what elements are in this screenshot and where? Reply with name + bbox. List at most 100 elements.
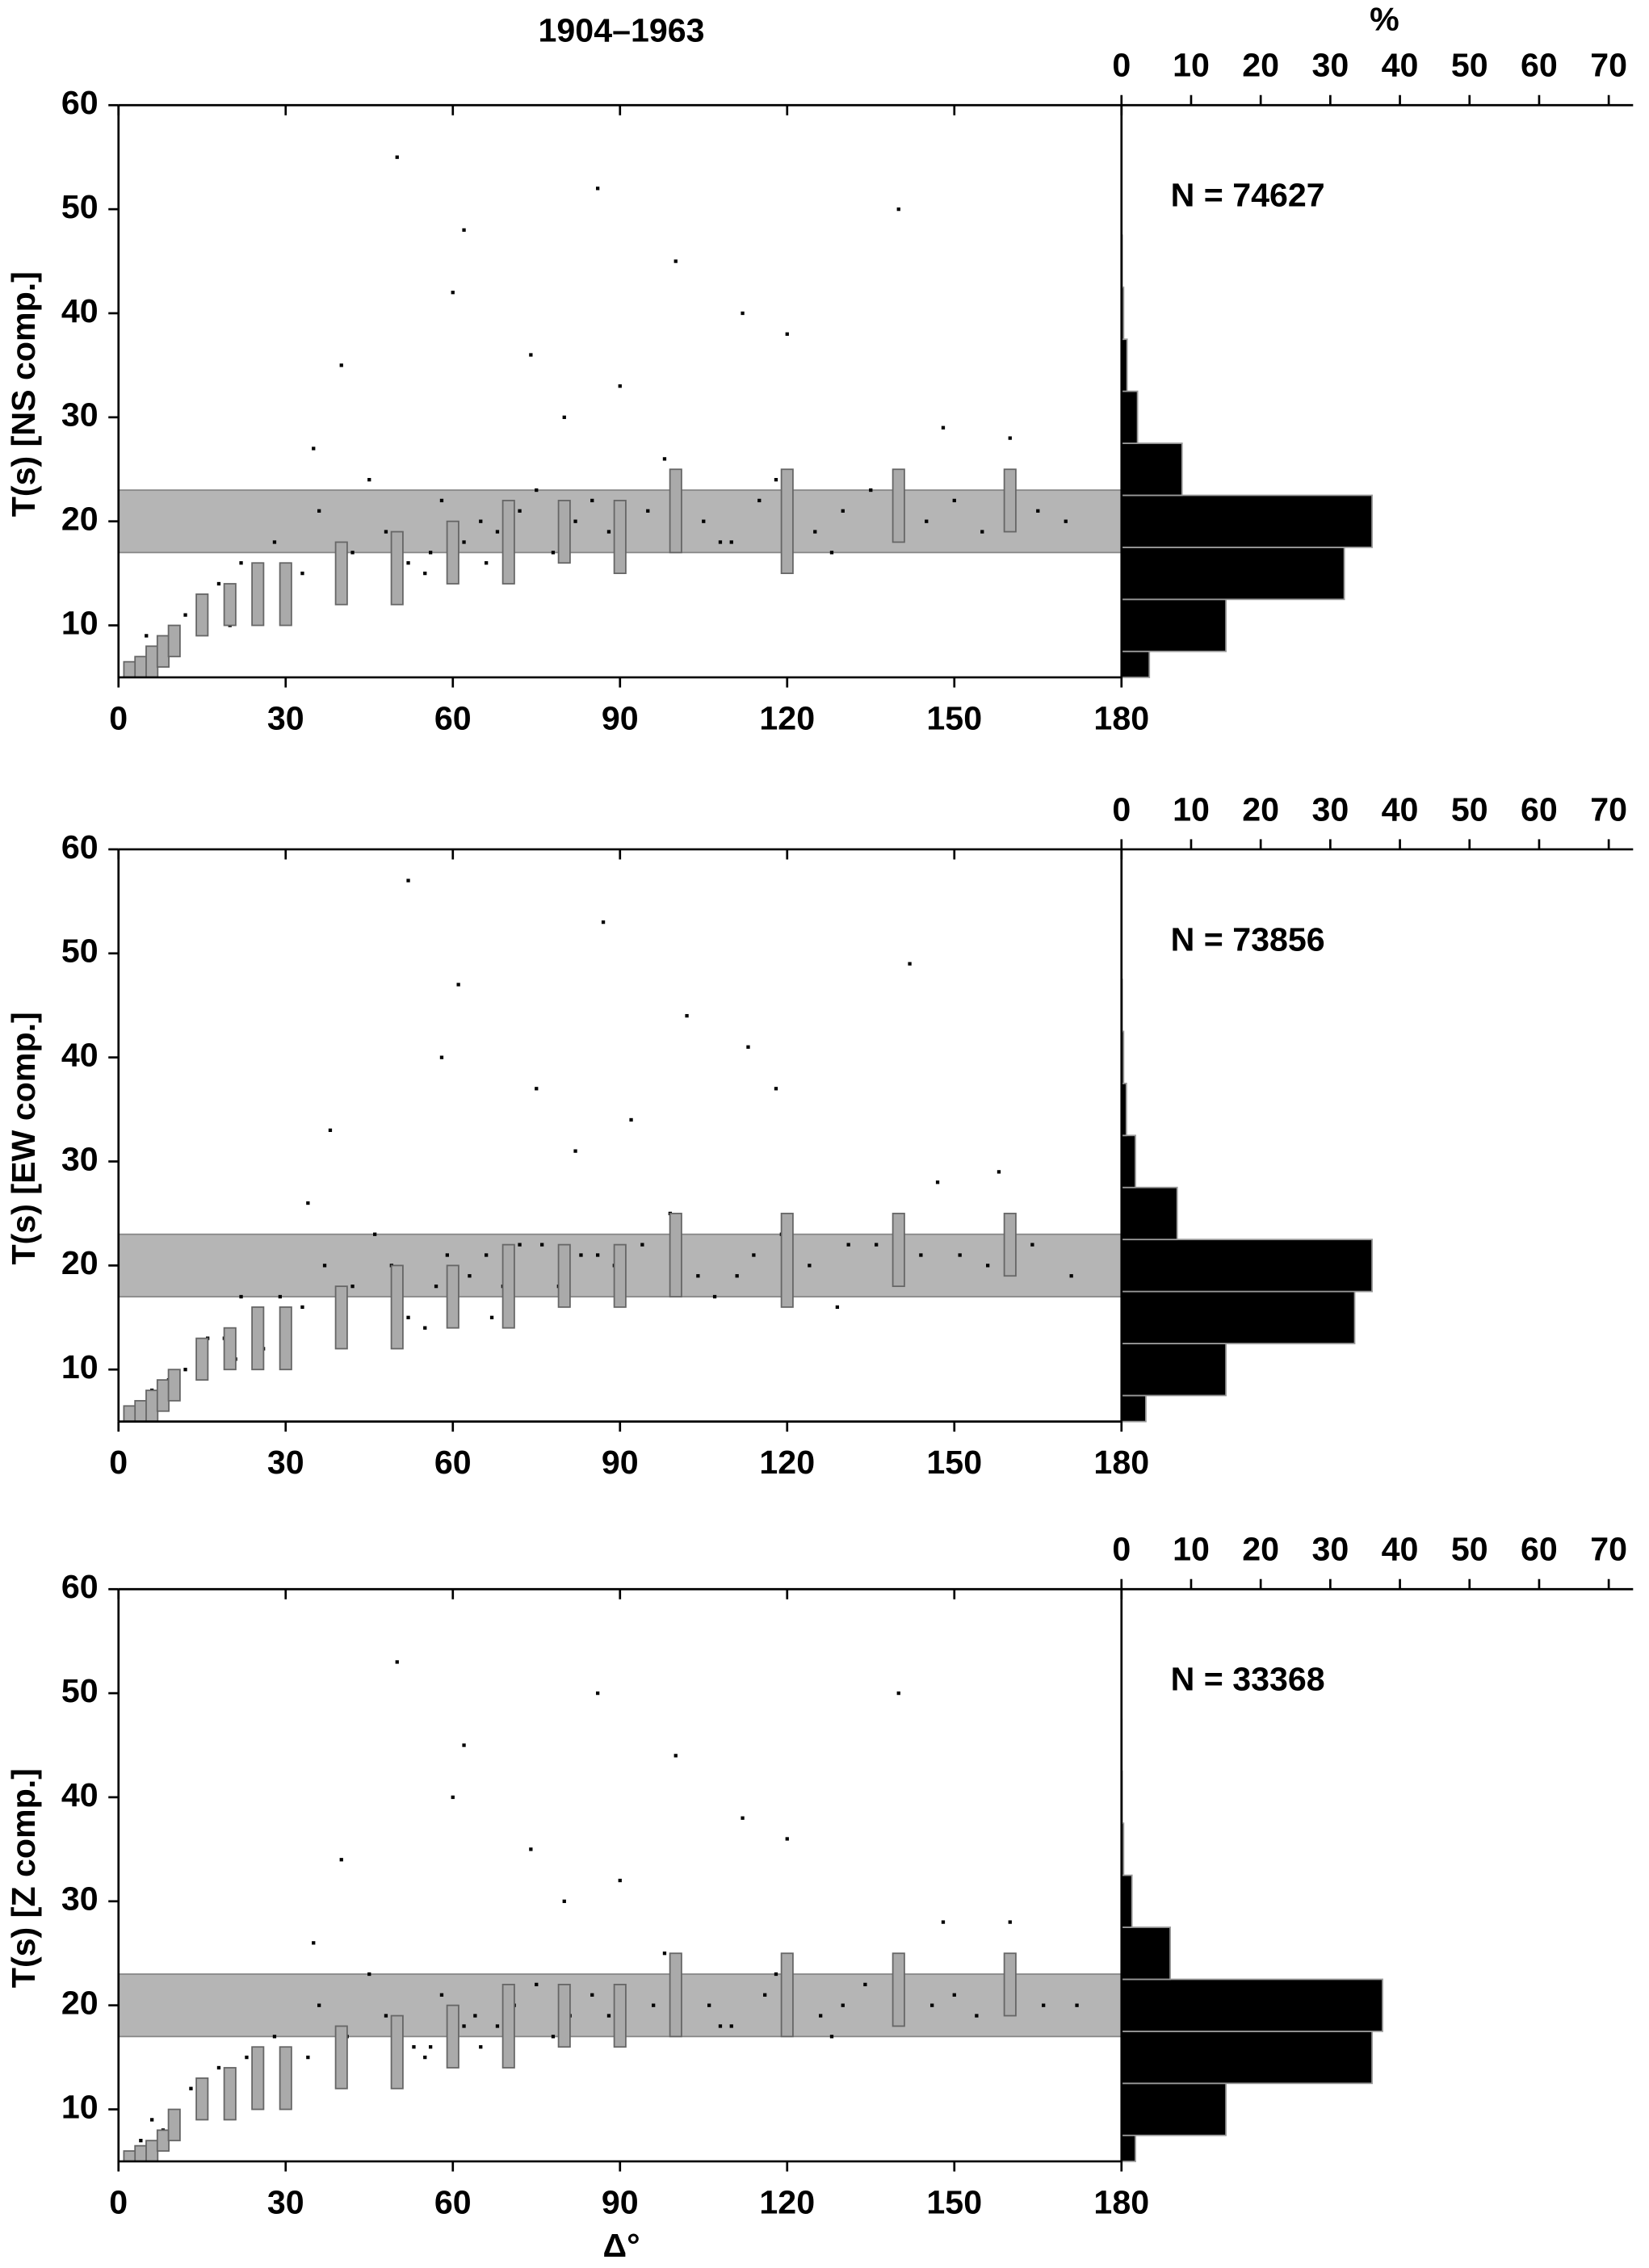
- histogram-tick-label: 70: [1590, 790, 1627, 828]
- point: [935, 1180, 940, 1184]
- point: [239, 561, 243, 565]
- point: [367, 1972, 371, 1977]
- sample-count: N = 73856: [1171, 920, 1325, 958]
- point: [429, 2045, 433, 2049]
- y-axis-label: T(s) [NS comp.]: [5, 271, 42, 517]
- point: [439, 1993, 444, 1997]
- range-bar: [134, 2144, 148, 2162]
- range-bar: [446, 520, 459, 585]
- point: [451, 1795, 455, 1800]
- y-tick-label: 40: [61, 1037, 99, 1074]
- point: [785, 332, 789, 336]
- y-tick-label: 50: [61, 933, 99, 970]
- point: [485, 561, 489, 565]
- point: [596, 187, 600, 191]
- point: [145, 634, 149, 638]
- y-tick-label: 20: [61, 501, 99, 538]
- point: [712, 1294, 717, 1299]
- point: [306, 1201, 310, 1205]
- point: [606, 2014, 611, 2018]
- x-tick-label: 30: [267, 700, 304, 737]
- point: [579, 1253, 583, 1257]
- histogram-tick-label: 50: [1451, 47, 1488, 84]
- range-bar: [557, 1983, 571, 2048]
- x-tick-label: 60: [434, 700, 472, 737]
- range-bar: [501, 1243, 515, 1329]
- range-bar: [1003, 1213, 1017, 1277]
- y-tick-label: 30: [61, 1880, 99, 1918]
- point: [606, 530, 611, 534]
- range-bar: [223, 583, 237, 627]
- y-tick-label: 30: [61, 1140, 99, 1177]
- y-tick-label: 10: [61, 1348, 99, 1386]
- point: [445, 1253, 450, 1257]
- point: [406, 561, 410, 565]
- x-tick-label: 60: [434, 1444, 472, 1481]
- histogram-tick-label: 40: [1382, 1531, 1419, 1568]
- point: [245, 2055, 249, 2060]
- point: [495, 530, 500, 534]
- point: [601, 920, 606, 924]
- y-tick-label: 10: [61, 604, 99, 641]
- point: [317, 2003, 321, 2007]
- range-bar: [134, 656, 148, 678]
- point: [785, 1837, 789, 1841]
- point: [518, 1243, 522, 1247]
- histogram-bar: [1120, 442, 1183, 497]
- point: [590, 498, 594, 503]
- range-bar: [334, 1285, 348, 1350]
- point: [774, 1087, 778, 1091]
- point: [384, 530, 388, 534]
- histogram-tick-label: 0: [1112, 1531, 1131, 1568]
- point: [952, 1993, 956, 1997]
- point: [216, 581, 221, 586]
- point: [473, 2014, 477, 2018]
- histogram-bar: [1120, 1926, 1172, 1981]
- y-tick-label: 60: [61, 1568, 99, 1605]
- y-axis-label: T(s) [Z comp.]: [5, 1768, 42, 1988]
- point: [1064, 519, 1068, 523]
- point: [328, 1128, 333, 1132]
- x-tick-label: 0: [109, 1444, 128, 1481]
- histogram-bar: [1120, 1239, 1373, 1293]
- histogram-bar: [1120, 1343, 1227, 1397]
- range-bar: [156, 635, 170, 668]
- point: [423, 1326, 427, 1330]
- histogram-tick-label: 20: [1242, 47, 1279, 84]
- x-tick-label: 0: [109, 700, 128, 737]
- point: [468, 1274, 472, 1278]
- histogram-bar: [1120, 1394, 1147, 1423]
- range-bar: [223, 2067, 237, 2121]
- histogram-bar: [1120, 598, 1227, 652]
- point: [395, 1660, 399, 1664]
- range-bar: [390, 1264, 404, 1350]
- point: [774, 477, 778, 482]
- x-tick-label: 90: [602, 2184, 639, 2221]
- range-bar: [145, 2140, 159, 2162]
- point: [729, 2024, 733, 2028]
- x-tick-label: 120: [759, 700, 815, 737]
- point: [350, 551, 355, 555]
- range-bar: [390, 530, 404, 606]
- point: [216, 2065, 221, 2070]
- x-tick-label: 90: [602, 1444, 639, 1481]
- point: [1008, 1920, 1012, 1924]
- point: [1042, 2003, 1046, 2007]
- range-bar: [279, 562, 292, 627]
- point: [1036, 509, 1040, 513]
- range-bar: [334, 2025, 348, 2090]
- point: [925, 519, 929, 523]
- point: [562, 415, 566, 419]
- point: [406, 1315, 410, 1319]
- point: [339, 1858, 343, 1862]
- range-bar: [334, 541, 348, 606]
- x-tick-label: 120: [759, 2184, 815, 2221]
- range-bar: [223, 1327, 237, 1371]
- histogram-tick-label: 40: [1382, 790, 1419, 828]
- point: [618, 1878, 622, 1883]
- range-bar: [123, 2150, 136, 2162]
- point: [535, 488, 539, 493]
- point: [1008, 436, 1012, 440]
- chart-title: 1904–1963: [539, 12, 705, 49]
- point: [429, 551, 433, 555]
